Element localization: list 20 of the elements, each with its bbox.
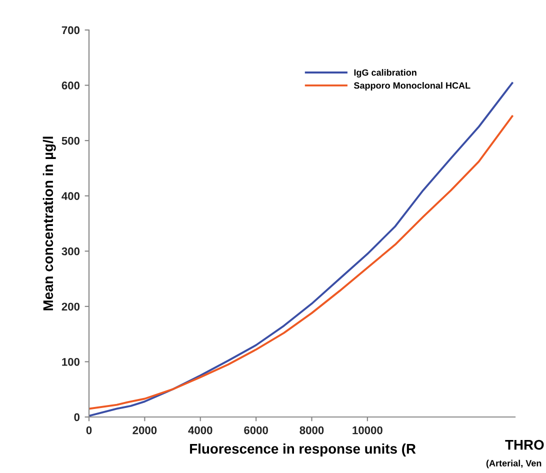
y-tick-label: 100 — [62, 358, 80, 366]
y-axis-title: Mean concentration in µg/l — [42, 136, 56, 310]
y-tick-label: 200 — [62, 302, 80, 311]
x-tick-label: 6000 — [244, 426, 268, 434]
x-tick-label: 4000 — [188, 426, 212, 434]
x-tick-label: 8000 — [300, 426, 324, 434]
text: (Arterial, Ven — [486, 460, 542, 468]
x-tick-label: 2000 — [132, 426, 157, 434]
text: THRO — [505, 440, 544, 450]
x-tick-label: 10000 — [352, 426, 382, 434]
y-tick-label: 700 — [62, 26, 80, 34]
y-tick-label: 0 — [74, 413, 80, 422]
y-tick-label: 500 — [62, 136, 80, 145]
x-tick-label: 0 — [86, 426, 92, 434]
legend-label: Sapporo Monoclonal HCAL — [354, 82, 470, 90]
legend-label: IgG calibration — [354, 69, 416, 78]
y-tick-label: 300 — [62, 247, 80, 256]
y-tick-label: 400 — [62, 192, 80, 200]
y-tick-label: 600 — [62, 82, 80, 90]
x-axis-title: Fluorescence in response units (R — [190, 444, 416, 456]
